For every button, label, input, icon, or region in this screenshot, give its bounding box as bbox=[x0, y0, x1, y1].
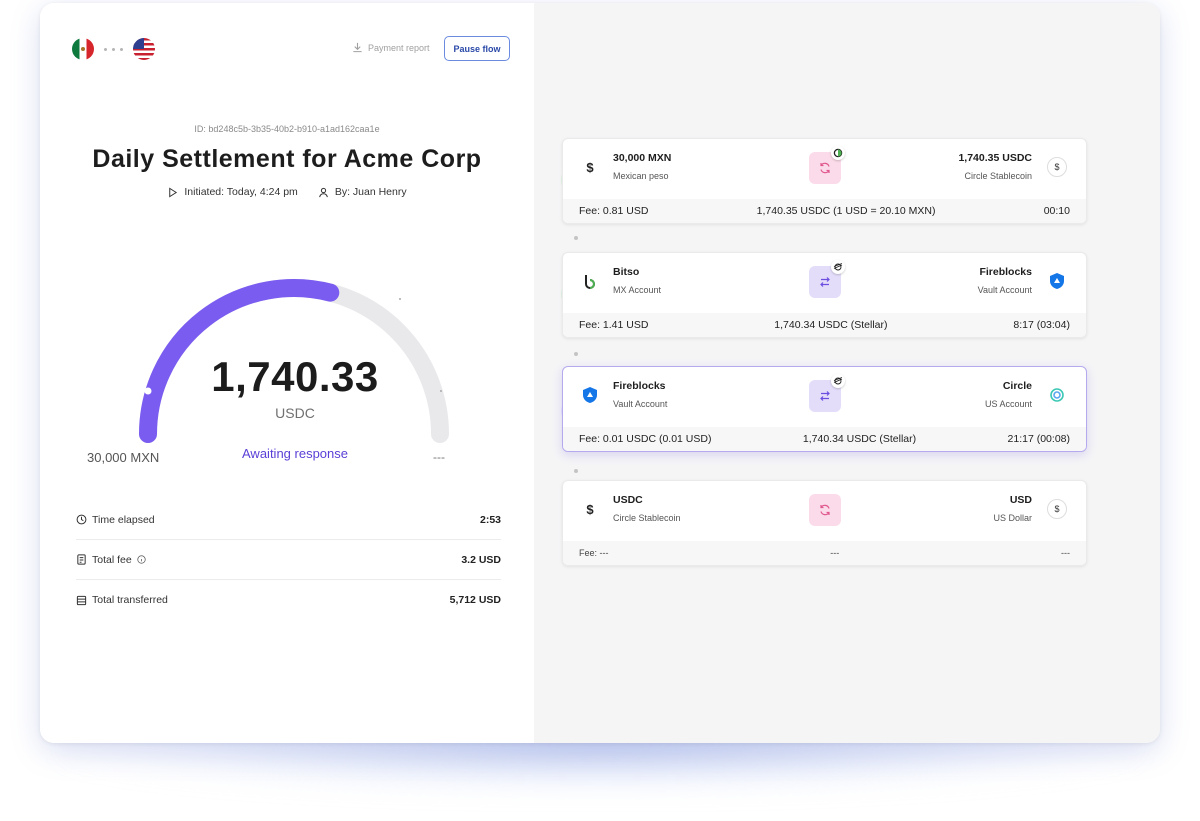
destination-subtitle: Circle Stablecoin bbox=[964, 171, 1032, 181]
gauge-marker bbox=[144, 387, 152, 395]
step-time: 8:17 (03:04) bbox=[1013, 319, 1070, 331]
gauge-fill bbox=[139, 279, 340, 443]
dollar-icon: $ bbox=[586, 501, 594, 517]
payment-report-link[interactable]: Payment report bbox=[352, 42, 430, 53]
step-card-redeem[interactable]: $ USDC Circle Stablecoin USD US Dollar $… bbox=[562, 480, 1087, 566]
user-icon bbox=[318, 187, 328, 197]
timeline-dot bbox=[574, 469, 578, 473]
mexico-flag-icon bbox=[72, 38, 94, 60]
destination-title: Fireblocks bbox=[979, 266, 1032, 278]
destination-subtitle: US Account bbox=[984, 399, 1032, 409]
initiator-info: By: Juan Henry bbox=[318, 186, 407, 198]
dollar-icon: $ bbox=[586, 159, 594, 175]
payment-report-label: Payment report bbox=[368, 42, 430, 53]
step-time: 21:17 (00:08) bbox=[1007, 433, 1070, 445]
convert-icon bbox=[809, 494, 841, 526]
page-title: Daily Settlement for Acme Corp bbox=[92, 145, 482, 173]
source-subtitle: Vault Account bbox=[613, 399, 668, 409]
gauge-tick bbox=[399, 298, 401, 300]
destination-subtitle: US Dollar bbox=[993, 513, 1032, 523]
step-card-bitso-fireblocks[interactable]: Bitso MX Account Fireblocks Vault Accoun… bbox=[562, 252, 1087, 338]
gauge-tick bbox=[440, 390, 442, 392]
flow-id: ID: bd248c5b-3b35-40b2-b910-a1ad162caa1e bbox=[194, 124, 380, 134]
circle-icon bbox=[1046, 384, 1068, 406]
initiated-info: Initiated: Today, 4:24 pm bbox=[167, 186, 298, 198]
step-fee: Fee: 1.41 USD bbox=[579, 319, 649, 331]
source-title: Fireblocks bbox=[613, 380, 666, 392]
usd-icon: $ bbox=[1046, 498, 1068, 520]
ledger-icon bbox=[76, 595, 87, 605]
step-amount: --- bbox=[830, 548, 840, 558]
stat-time-elapsed: Time elapsed 2:53 bbox=[76, 500, 501, 540]
step-amount: 1,740.34 USDC (Stellar) bbox=[802, 433, 917, 445]
step-fee: Fee: 0.01 USDC (0.01 USD) bbox=[579, 433, 712, 445]
clock-icon bbox=[76, 514, 87, 525]
info-icon[interactable] bbox=[137, 555, 146, 564]
gauge-amount: 1,740.33 bbox=[211, 353, 379, 400]
gauge-marker bbox=[330, 256, 338, 264]
step-fee: Fee: 0.81 USD bbox=[579, 205, 649, 217]
stat-value: 5,712 USD bbox=[449, 594, 501, 606]
currency-route bbox=[72, 38, 155, 60]
receipt-icon bbox=[77, 554, 86, 565]
stat-label: Total transferred bbox=[92, 594, 168, 606]
destination-title: Circle bbox=[1002, 380, 1032, 392]
gauge-start-label: 30,000 MXN bbox=[87, 450, 160, 465]
stat-label: Time elapsed bbox=[92, 513, 155, 526]
source-subtitle: Circle Stablecoin bbox=[613, 513, 681, 523]
source-title: Bitso bbox=[613, 266, 640, 278]
timeline-dot bbox=[574, 352, 578, 356]
pause-flow-button[interactable]: Pause flow bbox=[444, 36, 510, 61]
destination-title: USD bbox=[1009, 494, 1032, 506]
initiator-text: By: Juan Henry bbox=[334, 186, 407, 198]
destination-subtitle: Vault Account bbox=[977, 285, 1032, 295]
initiated-text: Initiated: Today, 4:24 pm bbox=[184, 186, 298, 198]
play-icon bbox=[169, 186, 178, 198]
fireblocks-icon bbox=[579, 384, 601, 406]
route-dots bbox=[104, 47, 123, 51]
step-amount: 1,740.35 USDC (1 USD = 20.10 MXN) bbox=[756, 205, 936, 217]
download-icon bbox=[353, 42, 362, 53]
stat-total-transferred: Total transferred 5,712 USD bbox=[76, 580, 501, 620]
stat-value: 3.2 USD bbox=[461, 553, 501, 566]
timeline-dot bbox=[574, 236, 578, 240]
step-fee: Fee: --- bbox=[579, 548, 609, 558]
stat-label: Total fee bbox=[92, 553, 132, 566]
source-title: USDC bbox=[613, 494, 643, 506]
gauge-end-label: --- bbox=[433, 450, 445, 464]
bitso-badge-icon bbox=[831, 146, 845, 160]
stat-value: 2:53 bbox=[479, 513, 501, 526]
flow-status: Awaiting response bbox=[242, 446, 348, 461]
destination-title: 1,740.35 USDC bbox=[958, 152, 1032, 164]
usa-flag-icon bbox=[133, 38, 155, 60]
stellar-badge-icon bbox=[831, 374, 845, 388]
step-time: --- bbox=[1060, 548, 1070, 558]
step-card-fireblocks-circle[interactable]: Fireblocks Vault Account Circle US Accou… bbox=[562, 366, 1087, 452]
step-amount: 1,740.34 USDC (Stellar) bbox=[774, 319, 888, 331]
source-subtitle: MX Account bbox=[613, 285, 662, 295]
stablecoin-icon: $ bbox=[1046, 156, 1068, 178]
gauge-marker bbox=[190, 295, 198, 303]
step-time: 00:10 bbox=[1043, 205, 1070, 217]
gauge-unit: USDC bbox=[275, 405, 315, 421]
source-subtitle: Mexican peso bbox=[613, 171, 669, 181]
stats-list: Time elapsed 2:53 Total fee 3.2 USD Tota… bbox=[76, 500, 501, 620]
progress-gauge bbox=[139, 256, 449, 443]
source-title: 30,000 MXN bbox=[613, 152, 672, 164]
step-card-conversion[interactable]: $ 30,000 MXN Mexican peso 1,740.35 USDC … bbox=[562, 138, 1087, 224]
fireblocks-icon bbox=[1046, 270, 1068, 292]
stellar-badge-icon bbox=[831, 260, 845, 274]
flow-meta: Initiated: Today, 4:24 pm By: Juan Henry bbox=[40, 186, 534, 198]
bitso-icon bbox=[579, 270, 601, 292]
stat-total-fee: Total fee 3.2 USD bbox=[76, 540, 501, 580]
flow-summary-panel: Payment report Pause flow ID: bd248c5b-3… bbox=[40, 3, 534, 743]
